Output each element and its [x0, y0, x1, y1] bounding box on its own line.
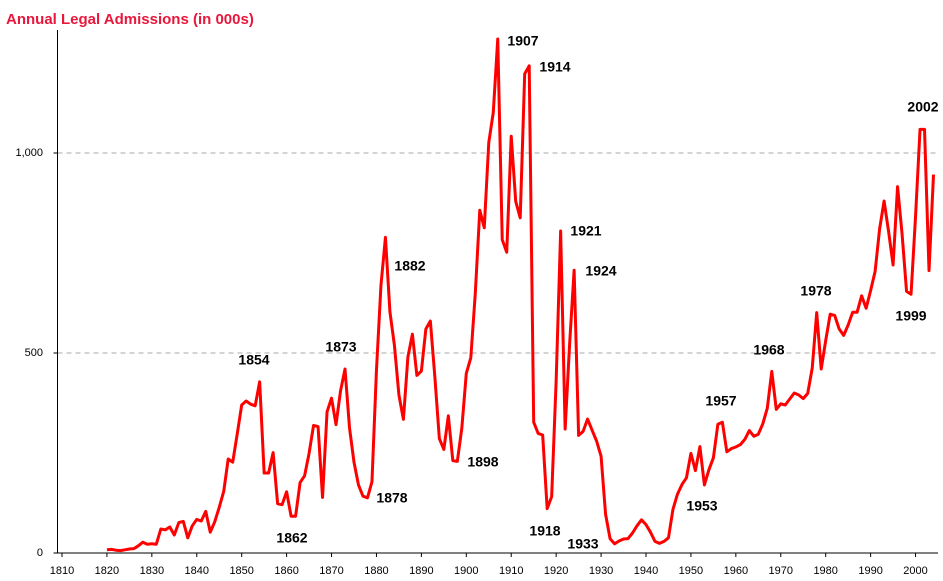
annotation: 1878	[376, 490, 407, 506]
annotation: 1968	[753, 342, 784, 358]
x-tick-label: 1990	[858, 565, 882, 577]
x-tick-label: 2000	[903, 565, 927, 577]
annotation: 1978	[800, 283, 831, 299]
x-tick-label: 1830	[140, 565, 164, 577]
x-tick-label: 1910	[499, 565, 523, 577]
annotation: 1933	[567, 536, 598, 552]
annotation: 1882	[394, 258, 425, 274]
annotation: 1953	[686, 498, 717, 514]
x-tick-label: 1930	[589, 565, 613, 577]
annotation: 1862	[276, 530, 307, 546]
x-tick-label: 1960	[724, 565, 748, 577]
data-line	[106, 37, 936, 553]
x-tick-label: 1870	[319, 565, 343, 577]
x-tick-label: 1810	[50, 565, 74, 577]
annotation: 1924	[585, 263, 616, 279]
annotation: 1914	[539, 59, 570, 75]
x-tick-label: 1920	[544, 565, 568, 577]
annotation: 2002	[907, 99, 938, 115]
x-tick-label: 1900	[454, 565, 478, 577]
annotation: 1921	[570, 223, 601, 239]
annotation: 1873	[325, 339, 356, 355]
annotation: 1907	[507, 33, 538, 49]
y-tick-label: 0	[37, 547, 43, 559]
y-tick-label: 500	[25, 347, 43, 359]
x-tick-label: 1980	[813, 565, 837, 577]
annotation: 1854	[238, 352, 269, 368]
annotation: 1918	[529, 523, 560, 539]
annotation: 1898	[467, 454, 498, 470]
x-tick-label: 1940	[634, 565, 658, 577]
x-tick-label: 1970	[769, 565, 793, 577]
annotation: 1999	[895, 308, 926, 324]
y-tick-label: 1,000	[15, 147, 43, 159]
x-tick-label: 1860	[274, 565, 298, 577]
x-tick-label: 1890	[409, 565, 433, 577]
x-tick-label: 1850	[229, 565, 253, 577]
annotation: 1957	[705, 393, 736, 409]
x-tick-label: 1840	[185, 565, 209, 577]
x-tick-label: 1950	[679, 565, 703, 577]
chart-title: Annual Legal Admissions (in 000s)	[6, 11, 254, 28]
x-tick-label: 1820	[95, 565, 119, 577]
x-tick-label: 1880	[364, 565, 388, 577]
